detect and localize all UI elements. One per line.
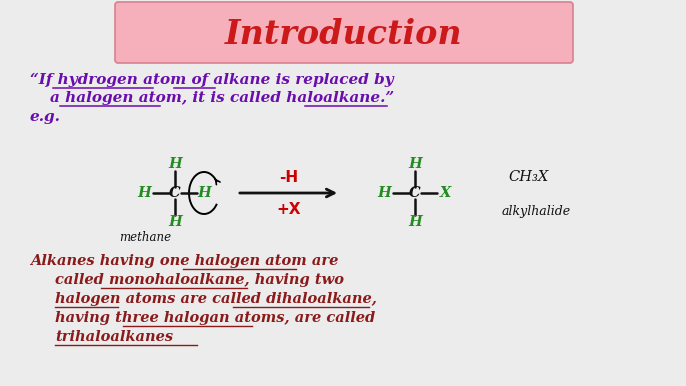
Text: H: H <box>408 215 422 229</box>
Text: trihaloalkanes: trihaloalkanes <box>55 330 173 344</box>
Text: +X: +X <box>276 203 300 217</box>
Text: C: C <box>169 186 181 200</box>
Text: alkylhalide: alkylhalide <box>502 205 571 217</box>
Text: H: H <box>137 186 151 200</box>
Text: having three halogan atoms, are called: having three halogan atoms, are called <box>55 311 375 325</box>
Text: halogen atoms are called dihaloalkane,: halogen atoms are called dihaloalkane, <box>55 292 377 306</box>
Text: “If hydrogen atom of alkane is replaced by: “If hydrogen atom of alkane is replaced … <box>30 73 394 87</box>
Text: Introduction: Introduction <box>225 18 463 51</box>
Text: C: C <box>409 186 421 200</box>
Text: H: H <box>168 157 182 171</box>
Text: X: X <box>439 186 451 200</box>
Text: methane: methane <box>119 231 171 244</box>
Text: H: H <box>408 157 422 171</box>
Text: -H: -H <box>279 169 298 185</box>
Text: Alkanes having one halogen atom are: Alkanes having one halogen atom are <box>30 254 338 268</box>
Text: called monohaloalkane, having two: called monohaloalkane, having two <box>55 273 344 287</box>
Text: a halogen atom, it is called haloalkane.”: a halogen atom, it is called haloalkane.… <box>50 91 394 105</box>
Text: H: H <box>168 215 182 229</box>
Text: CH₃X: CH₃X <box>508 170 548 184</box>
Text: e.g.: e.g. <box>30 110 61 124</box>
Text: H: H <box>377 186 391 200</box>
FancyBboxPatch shape <box>115 2 573 63</box>
Text: H: H <box>197 186 211 200</box>
